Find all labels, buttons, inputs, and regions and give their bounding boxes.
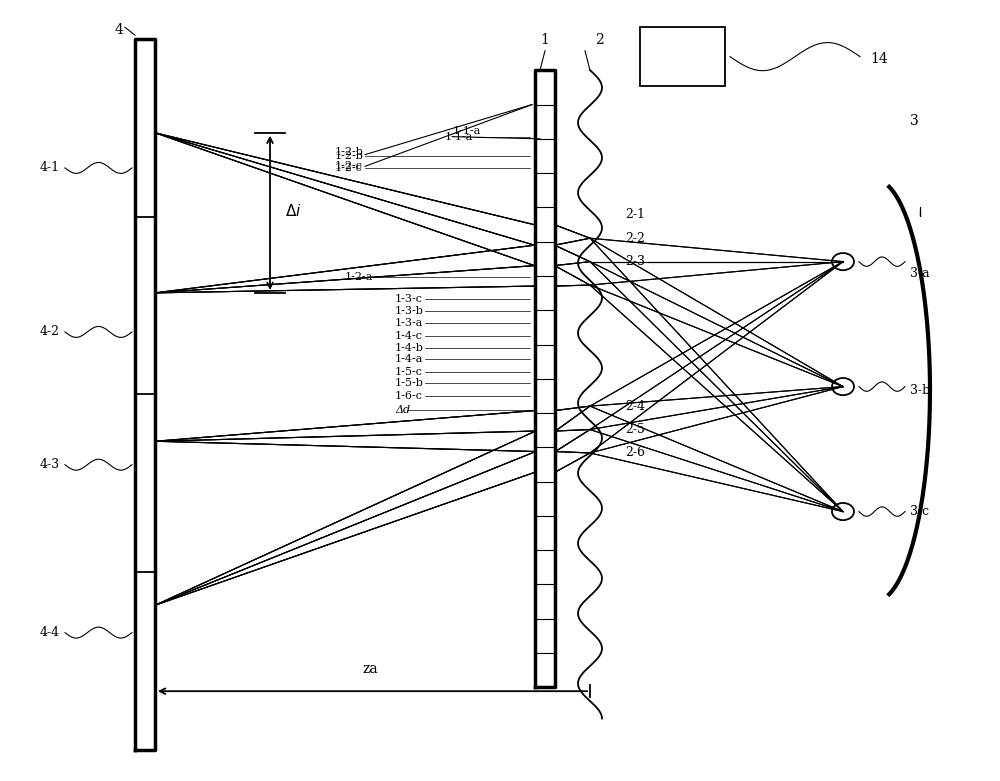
Text: 1-1-a: 1-1-a <box>445 132 473 141</box>
Text: Δd: Δd <box>395 405 410 415</box>
Text: 1-3-a: 1-3-a <box>395 318 423 327</box>
Text: 1-3-b: 1-3-b <box>395 306 424 316</box>
Text: 1-2-c: 1-2-c <box>335 162 363 171</box>
Text: 1-2-b: 1-2-b <box>335 152 364 161</box>
Text: 14: 14 <box>870 52 888 66</box>
Text: $\Delta i$: $\Delta i$ <box>285 203 302 219</box>
Text: 3-a: 3-a <box>910 267 930 280</box>
Text: 2-3: 2-3 <box>625 255 645 268</box>
Text: 1-4-a: 1-4-a <box>395 355 423 364</box>
Text: 1-3-c: 1-3-c <box>395 294 423 304</box>
Text: 1-2-b: 1-2-b <box>335 148 364 157</box>
Text: 1-5-c: 1-5-c <box>395 367 423 376</box>
Text: 1-5-b: 1-5-b <box>395 379 424 388</box>
Text: 2-4: 2-4 <box>625 400 645 412</box>
Text: 1-6-c: 1-6-c <box>395 391 423 401</box>
Text: 1-2-c: 1-2-c <box>335 163 363 173</box>
Text: 3: 3 <box>910 114 919 128</box>
Text: 1-2-a: 1-2-a <box>345 273 373 282</box>
Text: 2-6: 2-6 <box>625 447 645 459</box>
Text: 2-1: 2-1 <box>625 209 645 221</box>
Text: 1-4-b: 1-4-b <box>395 343 424 352</box>
Text: 3-c: 3-c <box>910 505 929 518</box>
Text: 2-5: 2-5 <box>625 423 645 436</box>
Text: 1: 1 <box>541 33 549 47</box>
Text: 4-3: 4-3 <box>40 458 60 471</box>
Text: 4-1: 4-1 <box>40 162 60 174</box>
Text: 2-2: 2-2 <box>625 232 645 244</box>
Text: 3-b: 3-b <box>910 384 930 397</box>
Text: 4-4: 4-4 <box>40 626 60 639</box>
Text: 2: 2 <box>595 33 604 47</box>
Text: 4: 4 <box>115 23 124 37</box>
Text: 1-4-c: 1-4-c <box>395 331 423 341</box>
Bar <box>640 27 725 86</box>
Text: 1-1-a: 1-1-a <box>453 127 481 136</box>
Text: za: za <box>362 662 378 676</box>
Text: 4-2: 4-2 <box>40 326 60 338</box>
